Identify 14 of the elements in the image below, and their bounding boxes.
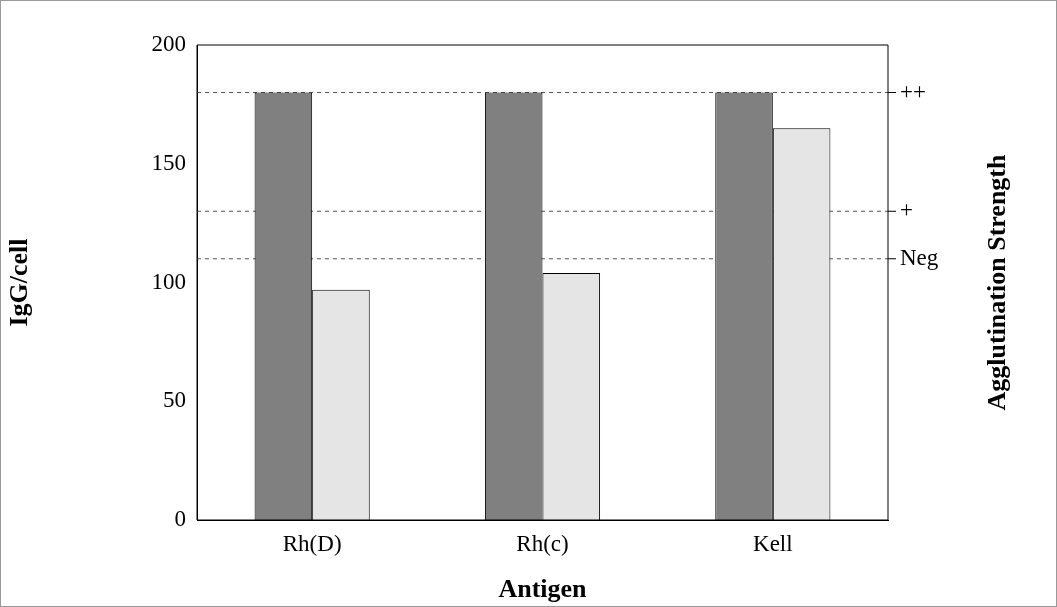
y-tick-label: 150	[151, 149, 186, 175]
ref-line-label: Neg	[900, 244, 939, 270]
y2-axis-title: Agglutination Strength	[981, 153, 1011, 411]
y-tick-label: 200	[151, 31, 186, 57]
y-tick-label: 50	[163, 387, 186, 413]
ref-line-label: +	[900, 197, 913, 223]
x-tick-label: Rh(c)	[516, 530, 569, 556]
y-axis-title: IgG/cell	[4, 238, 34, 327]
x-tick-label: Rh(D)	[282, 530, 342, 556]
x-tick-label: Kell	[753, 530, 793, 556]
y-tick-label: 0	[174, 506, 186, 532]
y-tick-label: 100	[151, 268, 186, 294]
x-axis-title: Antigen	[498, 574, 588, 604]
ref-line-label: ++	[900, 78, 926, 104]
